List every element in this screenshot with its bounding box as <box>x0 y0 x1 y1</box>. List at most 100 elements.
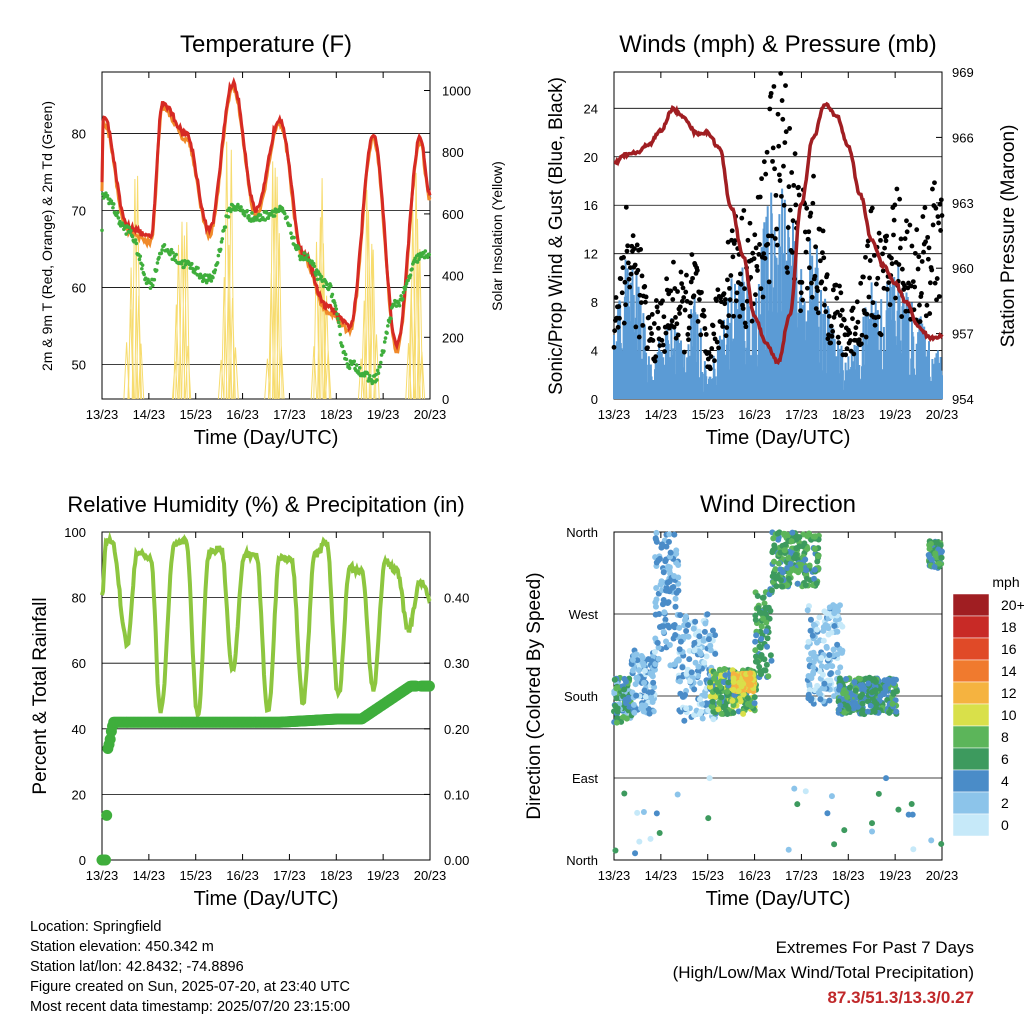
direction-point <box>652 661 659 668</box>
direction-point <box>658 544 665 551</box>
direction-point <box>665 538 672 545</box>
gust-point <box>703 332 709 337</box>
td2m-point <box>334 307 339 311</box>
direction-point <box>840 690 847 697</box>
gust-point <box>655 309 661 315</box>
gust-point <box>698 332 704 338</box>
direction-point <box>770 558 777 565</box>
gust-point <box>861 274 866 280</box>
y2-tick-label: 969 <box>952 65 974 80</box>
gust-point <box>719 320 725 326</box>
direction-point <box>740 710 747 717</box>
td2m-point <box>386 324 390 328</box>
direction-point <box>790 554 797 561</box>
direction-point <box>692 618 699 625</box>
gust-point <box>864 311 870 317</box>
gust-point <box>891 232 896 238</box>
gust-point <box>923 313 929 319</box>
gust-point <box>756 252 762 257</box>
td2m-point <box>127 225 132 230</box>
direction-point <box>807 627 814 634</box>
td2m-point <box>239 205 243 209</box>
gust-point <box>642 284 648 289</box>
direction-point <box>656 555 663 562</box>
direction-point <box>810 664 817 671</box>
direction-point <box>823 644 830 651</box>
direction-point <box>828 793 835 800</box>
gust-point <box>785 225 791 230</box>
gust-point <box>858 341 864 347</box>
gust-point <box>780 116 786 122</box>
gust-point <box>919 290 924 296</box>
direction-point <box>797 562 804 569</box>
gust-point <box>738 281 744 287</box>
direction-point <box>817 696 824 703</box>
gust-point <box>766 233 771 239</box>
gust-point <box>710 323 716 329</box>
gust-point <box>835 309 840 315</box>
direction-panel: Wind Direction Time (Day/UTC) 13/23 14/23 15… <box>524 491 1024 910</box>
gust-point <box>726 313 732 319</box>
gust-point <box>686 337 691 343</box>
direction-point <box>777 577 784 584</box>
td2m-point <box>311 261 316 266</box>
direction-point <box>664 622 671 629</box>
gust-point <box>668 288 674 294</box>
gust-point <box>764 149 770 155</box>
direction-point <box>852 687 859 694</box>
td2m-point <box>206 278 211 283</box>
direction-point <box>806 656 813 663</box>
x-tick-label: 13/23 <box>86 407 119 422</box>
direction-point <box>810 621 817 628</box>
direction-point <box>807 616 814 623</box>
td2m-point <box>150 283 155 288</box>
gust-point <box>829 333 835 339</box>
td2m-point <box>243 213 247 218</box>
td2m-point <box>111 202 116 206</box>
direction-point <box>712 671 719 678</box>
gust-point <box>907 222 913 228</box>
gust-point <box>804 285 810 291</box>
gust-point <box>731 313 736 319</box>
direction-point <box>755 605 762 612</box>
direction-point <box>818 663 825 670</box>
y-tick-label: 16 <box>584 198 598 213</box>
direction-point <box>660 569 667 576</box>
direction-point <box>697 680 704 687</box>
y-tick-label: 20 <box>584 150 598 165</box>
extremes-title: Extremes For Past 7 Days <box>775 938 974 957</box>
direction-point <box>928 556 935 563</box>
td2m-point <box>368 373 372 378</box>
direction-point <box>756 609 763 616</box>
direction-point <box>865 680 872 687</box>
gust-point <box>781 163 786 169</box>
td2m-point <box>100 228 104 233</box>
td2m-point <box>427 252 432 257</box>
y-tick-label: 100 <box>64 525 86 540</box>
y2-tick-label: 0.00 <box>444 853 469 868</box>
direction-point <box>665 599 672 606</box>
direction-point <box>905 811 912 818</box>
direction-point <box>869 828 876 835</box>
gust-point <box>886 280 892 286</box>
gust-point <box>806 229 812 235</box>
gust-point <box>909 243 915 249</box>
td2m-point <box>250 211 254 215</box>
gust-point <box>938 228 944 233</box>
td2m-point <box>365 371 370 376</box>
gust-point <box>785 270 790 275</box>
gust-point <box>753 292 758 298</box>
direction-point <box>724 688 731 695</box>
gust-point <box>751 256 757 262</box>
direction-point <box>638 653 645 660</box>
direction-point <box>784 564 791 571</box>
direction-point <box>774 530 781 537</box>
direction-point <box>712 632 719 639</box>
gust-point <box>804 205 810 211</box>
direction-point <box>938 548 945 555</box>
direction-point <box>707 679 714 686</box>
gust-point <box>615 324 621 330</box>
direction-point <box>934 539 941 546</box>
td2m-point <box>292 235 296 240</box>
gust-point <box>874 281 879 287</box>
